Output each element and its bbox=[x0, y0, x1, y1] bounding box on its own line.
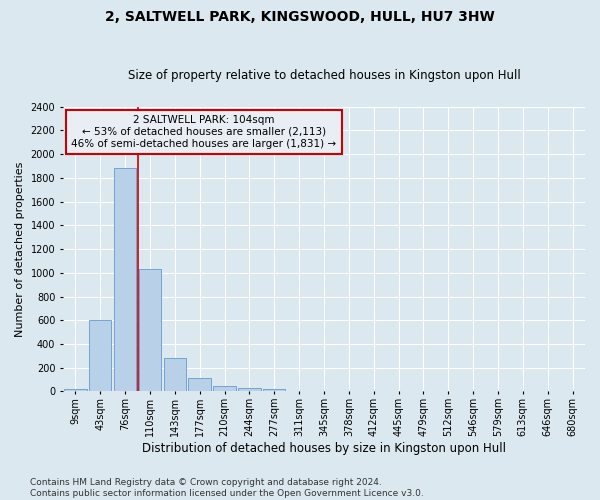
Text: Contains HM Land Registry data © Crown copyright and database right 2024.
Contai: Contains HM Land Registry data © Crown c… bbox=[30, 478, 424, 498]
Bar bbox=[64, 389, 86, 392]
Bar bbox=[188, 378, 211, 392]
Text: 2 SALTWELL PARK: 104sqm
← 53% of detached houses are smaller (2,113)
46% of semi: 2 SALTWELL PARK: 104sqm ← 53% of detache… bbox=[71, 116, 337, 148]
Bar bbox=[164, 358, 186, 392]
Y-axis label: Number of detached properties: Number of detached properties bbox=[15, 162, 25, 337]
Text: 2, SALTWELL PARK, KINGSWOOD, HULL, HU7 3HW: 2, SALTWELL PARK, KINGSWOOD, HULL, HU7 3… bbox=[105, 10, 495, 24]
Bar bbox=[214, 386, 236, 392]
Bar bbox=[114, 168, 136, 392]
Bar bbox=[263, 389, 286, 392]
Bar bbox=[139, 269, 161, 392]
Bar bbox=[238, 388, 260, 392]
Title: Size of property relative to detached houses in Kingston upon Hull: Size of property relative to detached ho… bbox=[128, 69, 520, 82]
Bar bbox=[89, 320, 112, 392]
X-axis label: Distribution of detached houses by size in Kingston upon Hull: Distribution of detached houses by size … bbox=[142, 442, 506, 455]
